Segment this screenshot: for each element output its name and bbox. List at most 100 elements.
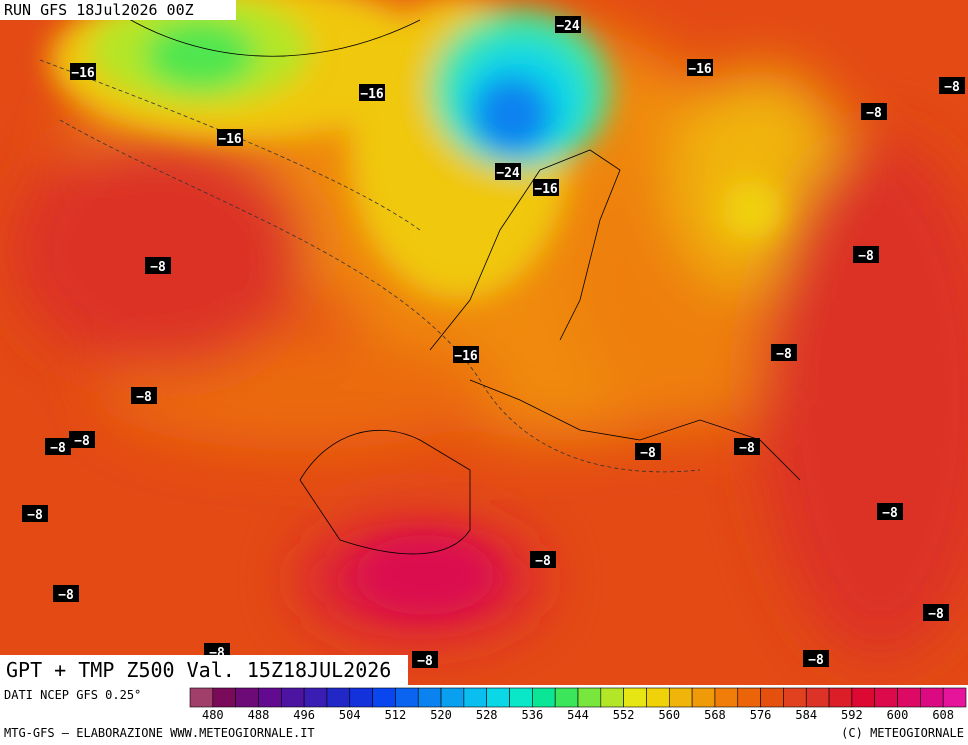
contour-label: −8 — [944, 80, 960, 95]
colorbar-swatch — [691, 687, 716, 708]
colorbar-swatch — [463, 687, 488, 708]
contour-label: −8 — [928, 607, 944, 622]
contour-label: −8 — [866, 106, 882, 121]
colorbar-tick-label: 528 — [476, 708, 498, 722]
isotherm — [39, 59, 421, 231]
colorbar-swatch — [212, 687, 236, 708]
contour-label-box — [131, 387, 157, 404]
contour-label-box — [687, 59, 713, 76]
contour-label-box — [853, 246, 879, 263]
contour-label: −16 — [454, 349, 478, 364]
colorbar-swatch — [874, 687, 898, 708]
run-label: RUN GFS 18Jul2026 00Z — [4, 1, 194, 19]
contour-label-box — [734, 438, 760, 455]
colorbar-tick-label: 584 — [795, 708, 817, 722]
colorbar-swatch — [783, 687, 807, 708]
colorbar-swatch — [417, 687, 442, 708]
contour-label: −8 — [739, 441, 755, 456]
colorbar-tick-label: 552 — [613, 708, 635, 722]
colorbar-tick-label: 608 — [932, 708, 954, 722]
copyright-label: (C) METEOGIORNALE — [841, 726, 964, 740]
colorbar-tick-label: 512 — [385, 708, 407, 722]
contour-label: −8 — [776, 347, 792, 362]
contour-label: −16 — [534, 182, 558, 197]
colorbar-swatch — [280, 687, 305, 708]
product-label: GPT + TMP Z500 Val. 15Z18JUL2026 — [6, 658, 391, 682]
colorbar-swatch — [668, 687, 693, 708]
field — [0, 0, 968, 685]
contour-label-box — [555, 16, 581, 33]
colorbar-swatch — [189, 687, 214, 708]
contour-label: −8 — [808, 653, 824, 668]
contour-label: −24 — [556, 19, 580, 34]
contour-label-box — [453, 346, 479, 363]
contour-label: −16 — [688, 62, 712, 77]
contour-label-box — [923, 604, 949, 621]
colorbar-swatch — [646, 687, 670, 708]
contour-label-box — [69, 431, 95, 448]
colorbar-swatch — [623, 687, 647, 708]
contour-label: −8 — [417, 654, 433, 669]
colorbar-swatch — [554, 687, 579, 708]
contour-label-box — [45, 438, 71, 455]
colorbar-swatch — [897, 687, 921, 708]
colorbar-tick-label: 520 — [430, 708, 452, 722]
colorbar-swatch — [349, 687, 373, 708]
colorbar-swatch — [440, 687, 465, 708]
colorbar-swatch — [577, 687, 602, 708]
contour-label: −8 — [74, 434, 90, 449]
colorbar-swatch — [235, 687, 259, 708]
colorbar-tick-label: 504 — [339, 708, 361, 722]
colorbar-swatch — [395, 687, 419, 708]
contour-label: −8 — [640, 446, 656, 461]
colorbar-swatch — [805, 687, 830, 708]
colorbar-tick-label: 544 — [567, 708, 589, 722]
contour-label: −8 — [858, 249, 874, 264]
colorbar-tick-label: 568 — [704, 708, 726, 722]
colorbar-swatch — [509, 687, 533, 708]
run-box — [0, 0, 236, 20]
contour-label-box — [530, 551, 556, 568]
contour-label: −8 — [535, 554, 551, 569]
colorbar-tick-label: 560 — [658, 708, 680, 722]
contour-label-box — [145, 257, 171, 274]
coastline — [299, 429, 471, 555]
colorbar-swatch — [372, 687, 396, 708]
colorbar-swatch — [760, 687, 784, 708]
contour-label: −8 — [136, 390, 152, 405]
contour-label: −16 — [218, 132, 242, 147]
colorbar-tick-label: 496 — [293, 708, 315, 722]
colorbar-swatch — [828, 687, 853, 708]
colorbar-swatch — [714, 687, 739, 708]
contour-label-box — [803, 650, 829, 667]
isotherm — [59, 119, 701, 473]
contour-label-box — [412, 651, 438, 668]
contour-label-box — [861, 103, 887, 120]
coastline — [429, 149, 621, 351]
source-label: DATI NCEP GFS 0.25° — [4, 688, 141, 702]
contour-label-box — [53, 585, 79, 602]
colorbar-swatch — [326, 687, 351, 708]
contour-label-box — [533, 179, 559, 196]
contour-label-box — [771, 344, 797, 361]
contour-label-box — [877, 503, 903, 520]
contour-label: −8 — [150, 260, 166, 275]
contour-label-box — [359, 84, 385, 101]
colorbar-swatch — [258, 687, 282, 708]
contour-label: −8 — [58, 588, 74, 603]
contour-label-box — [495, 163, 521, 180]
contour-label-box — [70, 63, 96, 80]
product-box — [0, 655, 408, 685]
colorbar-swatch — [600, 687, 624, 708]
credit-label: MTG-GFS — ELABORAZIONE WWW.METEOGIORNALE… — [4, 726, 315, 740]
coastline — [99, 0, 421, 57]
contour-label-box — [217, 129, 243, 146]
colorbar-tick-label: 600 — [887, 708, 909, 722]
contour-label: −16 — [71, 66, 95, 81]
contour-label: −8 — [50, 441, 66, 456]
colorbar-tick-label: 480 — [202, 708, 224, 722]
contour-label-box — [22, 505, 48, 522]
colorbar-swatch — [851, 687, 876, 708]
